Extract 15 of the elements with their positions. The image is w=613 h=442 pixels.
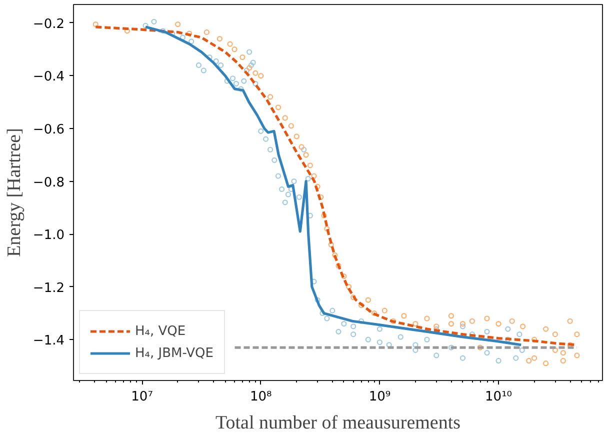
y-tick-label: −0.2	[32, 16, 65, 32]
y-tick-label: −1.2	[32, 280, 65, 296]
y-tick-label: −0.8	[32, 175, 65, 190]
legend-label: H₄, VQE	[135, 324, 186, 338]
y-tick-label: −0.6	[32, 122, 65, 138]
x-tick-label: 10¹⁰	[485, 390, 512, 404]
legend-label: H₄, JBM-VQE	[135, 346, 214, 360]
y-tick-label: −1.0	[32, 228, 65, 244]
x-tick-label: 10⁸	[250, 390, 272, 404]
x-tick-label: 10⁹	[368, 390, 391, 404]
y-tick-label: −0.4	[32, 70, 65, 85]
y-tick-label: −1.4	[32, 334, 65, 349]
x-axis-title: Total number of meausurements	[215, 412, 461, 434]
x-tick-label: 10⁷	[131, 390, 153, 404]
y-axis-title: Energy [Hartree]	[4, 128, 25, 257]
